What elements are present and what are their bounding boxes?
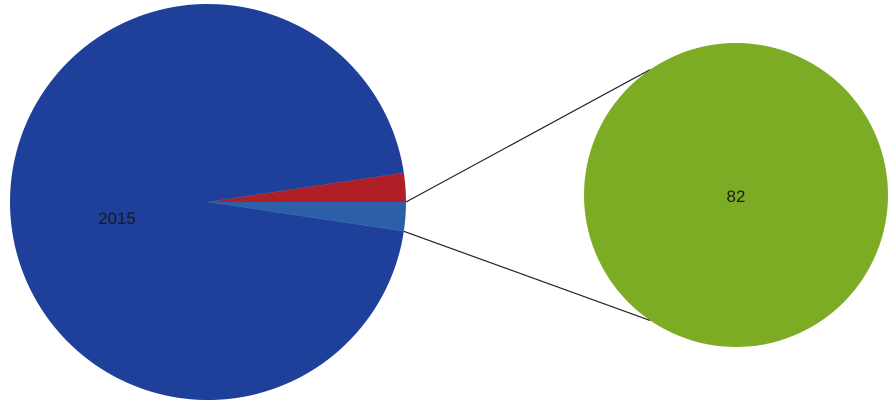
pie-slice-label: 2015 bbox=[98, 209, 136, 228]
secondary-pie-slice-0 bbox=[584, 43, 888, 347]
connector-line-1 bbox=[403, 230, 651, 322]
secondary-pie: 82 bbox=[584, 43, 888, 347]
pie-slice-1 bbox=[208, 172, 406, 202]
connector-line-0 bbox=[405, 68, 651, 203]
secondary-pie-label: 82 bbox=[727, 187, 746, 206]
main-pie: 2015 bbox=[10, 4, 406, 401]
connector-lines bbox=[403, 68, 651, 322]
pie-slice-2 bbox=[208, 202, 406, 232]
pie-slice-0 bbox=[10, 4, 404, 401]
